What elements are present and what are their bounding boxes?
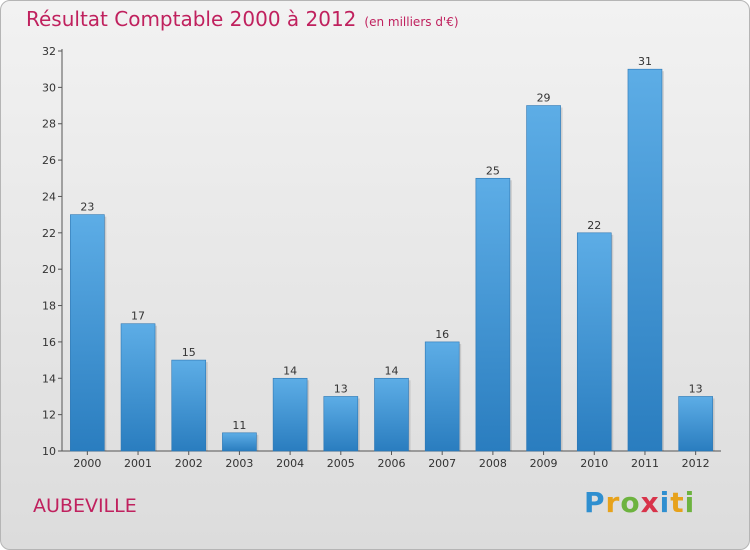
x-tick-label: 2003 [225,457,253,470]
chart-title: Résultat Comptable 2000 à 2012 (en millie… [26,7,459,31]
bar-value-label: 22 [587,219,601,232]
proxiti-logo[interactable]: Proxiti [584,486,696,519]
x-tick-label: 2011 [631,457,659,470]
x-tick-label: 2000 [73,457,101,470]
y-tick-label: 18 [42,300,56,313]
x-tick-label: 2004 [276,457,304,470]
bar-value-label: 14 [283,364,297,377]
bar-value-label: 14 [385,364,399,377]
bar-value-label: 16 [435,328,449,341]
bar-2004 [272,377,308,452]
bar-2011 [627,68,663,452]
bar-2008 [475,177,511,452]
chart-title-main: Résultat Comptable 2000 à 2012 [26,7,357,31]
bar-value-label: 29 [537,92,551,105]
bar-2005 [323,396,359,452]
y-tick-label: 16 [42,336,56,349]
y-tick-label: 22 [42,227,56,240]
x-tick-label: 2006 [378,457,406,470]
bar-value-label: 23 [80,201,94,214]
bar-2006 [374,377,409,452]
y-tick-label: 26 [42,154,56,167]
x-tick-label: 2009 [530,457,558,470]
y-tick-label: 24 [42,190,56,203]
x-tick-label: 2002 [175,457,203,470]
y-axis: 10 12 14 16 18 20 22 24 26 28 30 32 [42,45,63,458]
bars: 23 17 15 11 14 13 14 16 25 29 22 31 13 [70,55,715,452]
y-tick-label: 20 [42,263,56,276]
bar-2000 [70,214,105,452]
bar-2003 [222,432,257,452]
bar-value-label: 17 [131,310,145,323]
bar-2010 [576,232,612,452]
y-tick-label: 10 [42,445,56,458]
x-tick-label: 2008 [479,457,507,470]
x-tick-label: 2010 [580,457,608,470]
bar-2012 [678,396,713,452]
y-tick-label: 32 [42,45,56,58]
x-tick-label: 2005 [327,457,355,470]
bar-2007 [424,341,460,452]
x-tick-label: 2001 [124,457,152,470]
y-tick-label: 30 [42,81,56,94]
bar-value-label: 11 [232,419,246,432]
bar-value-label: 13 [689,382,703,395]
bar-value-label: 25 [486,164,500,177]
bar-value-label: 15 [182,346,196,359]
x-tick-label: 2007 [428,457,456,470]
chart-title-unit: (en milliers d'€) [364,15,459,29]
x-tick-label: 2012 [682,457,710,470]
y-tick-label: 28 [42,118,56,131]
y-tick-label: 14 [42,372,56,385]
y-tick-label: 12 [42,409,56,422]
place-name: AUBEVILLE [33,495,137,517]
bar-value-label: 31 [638,55,652,68]
bar-value-label: 13 [334,382,348,395]
x-axis: 2000 2001 2002 2003 2004 2005 2006 2007 2008 2009… [62,450,721,470]
bar-2009 [526,105,561,452]
bar-2001 [120,323,156,452]
bar-2002 [171,359,207,452]
